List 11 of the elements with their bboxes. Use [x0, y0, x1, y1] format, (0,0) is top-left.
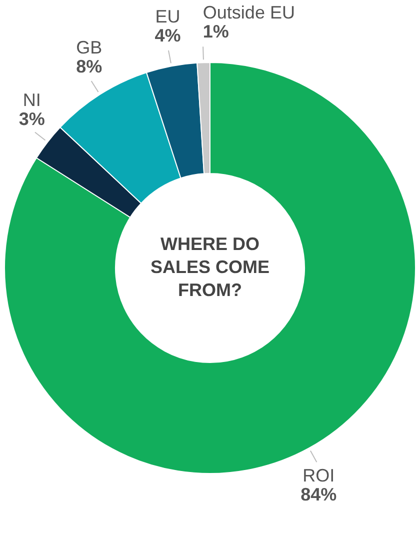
slice-label: NI: [22, 90, 41, 110]
slice-label: ROI: [302, 466, 335, 486]
slice-label: Outside EU: [202, 2, 295, 23]
data-label: 3%: [18, 108, 45, 129]
slice-label: GB: [76, 38, 102, 58]
slice-label: EU: [155, 6, 180, 26]
data-label: 84%: [300, 484, 337, 505]
data-label: 8%: [76, 56, 102, 77]
data-label: 4%: [154, 25, 181, 46]
data-label: 1%: [202, 22, 229, 42]
text: WHERE DO SALES COME FROM?: [150, 234, 270, 300]
